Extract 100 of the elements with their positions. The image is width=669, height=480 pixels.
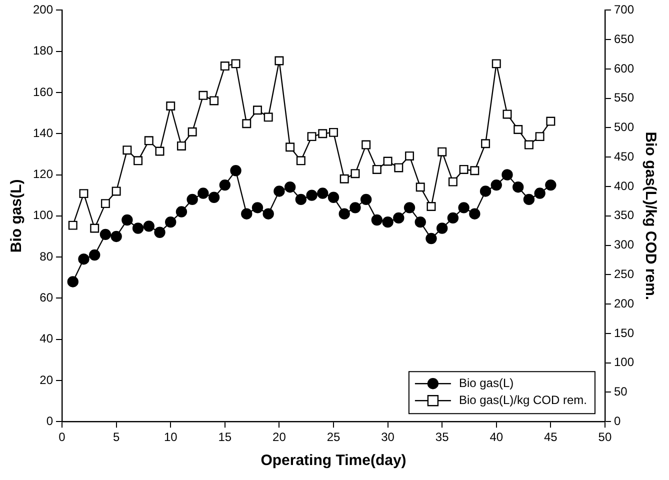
y2-tick-label: 50 xyxy=(614,384,628,399)
point xyxy=(144,136,154,146)
y-axis-title: Bio gas(L) xyxy=(8,179,26,253)
point xyxy=(154,226,166,238)
x-tick-label: 50 xyxy=(598,430,612,444)
y2-tick-label: 300 xyxy=(614,238,634,252)
point xyxy=(523,194,535,206)
point xyxy=(296,156,306,166)
point xyxy=(284,182,296,193)
point xyxy=(176,141,186,150)
y-tick-label: 40 xyxy=(40,332,54,346)
point xyxy=(436,222,448,234)
point xyxy=(165,216,176,228)
point xyxy=(264,112,273,122)
x-tick-label: 0 xyxy=(58,430,66,444)
point xyxy=(286,142,295,152)
point xyxy=(394,163,404,172)
point xyxy=(186,194,198,206)
x-axis-title: Operating Time(day) xyxy=(260,452,406,470)
point xyxy=(414,216,426,228)
point xyxy=(295,194,307,206)
point xyxy=(210,96,219,106)
y2-tick-label: 650 xyxy=(614,32,634,46)
point xyxy=(371,214,383,226)
y-tick-label: 100 xyxy=(32,208,54,222)
point xyxy=(470,166,480,176)
point xyxy=(382,216,394,228)
point xyxy=(546,116,556,126)
point xyxy=(122,146,132,155)
point xyxy=(242,119,252,128)
point xyxy=(524,140,534,150)
y-tick-label: 140 xyxy=(32,126,54,140)
x-tick-label: 5 xyxy=(112,430,120,444)
point xyxy=(360,194,372,206)
point xyxy=(274,56,284,66)
point xyxy=(469,208,480,220)
point xyxy=(448,177,458,186)
point xyxy=(490,179,502,191)
y2-tick-label: 150 xyxy=(614,326,634,340)
legend-label: Bio gas(L) xyxy=(458,376,514,390)
point xyxy=(318,129,328,138)
point xyxy=(219,179,231,191)
point xyxy=(220,62,230,71)
y-tick-label: 180 xyxy=(32,44,54,58)
point xyxy=(198,188,209,199)
point xyxy=(350,202,361,214)
point xyxy=(198,90,208,100)
y2-tick-label: 550 xyxy=(614,90,634,105)
point xyxy=(329,128,338,137)
point xyxy=(262,208,274,220)
point xyxy=(208,192,220,203)
point xyxy=(502,169,513,180)
point xyxy=(338,208,350,220)
point xyxy=(350,169,360,178)
point xyxy=(317,188,328,199)
point xyxy=(241,208,252,220)
point xyxy=(230,165,242,176)
y2-tick-label: 450 xyxy=(614,149,634,164)
point xyxy=(458,202,470,214)
y-tick-label: 20 xyxy=(40,372,54,387)
point xyxy=(328,192,340,203)
y-tick-label: 120 xyxy=(32,167,54,182)
point xyxy=(68,220,78,230)
point xyxy=(405,151,414,160)
point xyxy=(502,110,512,119)
point xyxy=(383,156,392,166)
y-tick-label: 160 xyxy=(32,84,54,99)
y2-tick-label: 100 xyxy=(614,355,634,370)
point xyxy=(176,206,188,218)
point xyxy=(393,212,404,224)
x-tick-label: 40 xyxy=(490,430,504,444)
point xyxy=(306,190,318,201)
y2-tick-label: 500 xyxy=(614,120,634,134)
point xyxy=(535,132,544,142)
point xyxy=(481,139,490,148)
y-tick-label: 80 xyxy=(40,249,54,264)
point xyxy=(459,164,468,174)
legend-label: Bio gas(L)/kg COD rem. xyxy=(458,392,587,407)
x-tick-label: 25 xyxy=(326,430,340,444)
point xyxy=(416,182,425,192)
y2-tick-label: 0 xyxy=(614,414,621,428)
point xyxy=(100,199,110,208)
y2-tick-label: 200 xyxy=(614,296,634,310)
point xyxy=(155,146,164,156)
point xyxy=(188,127,197,136)
y-tick-label: 60 xyxy=(40,290,54,304)
point xyxy=(362,140,371,150)
point xyxy=(231,59,240,68)
y2-tick-label: 350 xyxy=(614,208,634,222)
y-tick-label: 0 xyxy=(46,414,54,428)
point xyxy=(514,125,523,134)
y2-tick-label: 400 xyxy=(614,178,634,193)
point xyxy=(426,202,436,211)
x-tick-label: 35 xyxy=(435,430,450,444)
point xyxy=(512,182,524,193)
point xyxy=(340,174,349,184)
point xyxy=(89,249,100,261)
x-tick-label: 30 xyxy=(381,430,395,444)
point xyxy=(447,212,459,224)
point xyxy=(404,202,416,214)
